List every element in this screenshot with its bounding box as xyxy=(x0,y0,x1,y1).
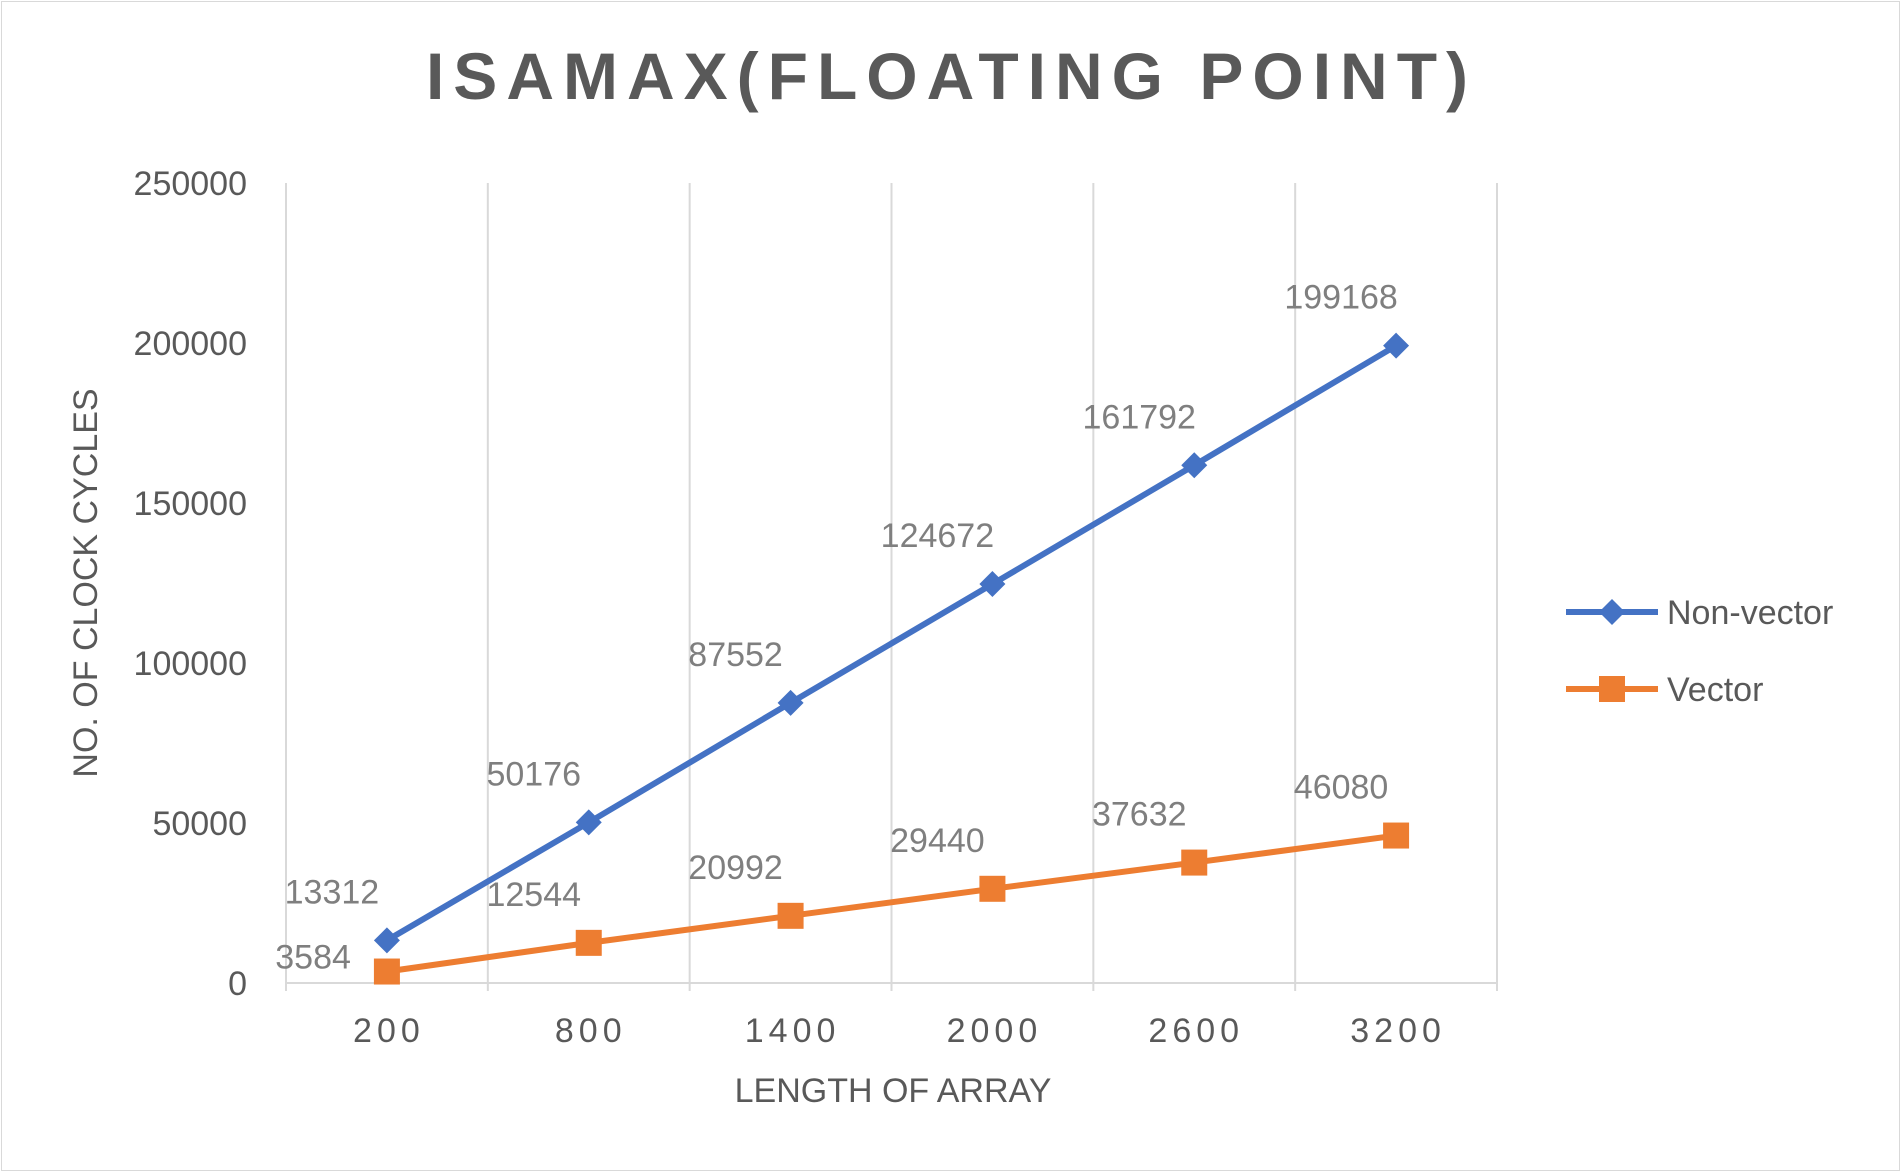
data-label: 12544 xyxy=(486,876,581,914)
data-point-square xyxy=(1383,822,1410,849)
data-label: 46080 xyxy=(1294,769,1389,807)
axes xyxy=(285,982,1498,991)
data-point-square xyxy=(575,929,602,956)
data-point-diamond xyxy=(575,809,602,836)
data-point-diamond xyxy=(777,689,804,716)
data-label: 87552 xyxy=(688,636,783,674)
x-tick-label: 800 xyxy=(555,1012,627,1050)
legend-marker-diamond xyxy=(1599,599,1625,625)
data-label: 3584 xyxy=(275,939,351,977)
data-label: 161792 xyxy=(1083,398,1196,436)
y-tick-labels: 0 50000 100000 150000 200000 250000 xyxy=(134,165,247,1003)
data-point-diamond xyxy=(979,571,1006,598)
x-tick-labels: 200 800 1400 2000 2600 3200 xyxy=(353,1012,1446,1050)
chart-title: ISAMAX(FLOATING POINT) xyxy=(425,39,1478,113)
legend-marker-square xyxy=(1599,676,1625,702)
x-axis-title: LENGTH OF ARRAY xyxy=(735,1072,1052,1110)
y-axis-title: NO. OF CLOCK CYCLES xyxy=(67,388,105,777)
series-group xyxy=(373,332,1410,985)
y-tick-label: 250000 xyxy=(134,165,247,203)
legend: Non-vector Vector xyxy=(1566,594,1833,709)
data-point-diamond xyxy=(373,927,400,954)
data-point-square xyxy=(979,875,1006,902)
data-label: 124672 xyxy=(881,517,994,555)
data-point-square xyxy=(777,902,804,929)
legend-label: Non-vector xyxy=(1667,594,1833,632)
x-tick-label: 3200 xyxy=(1350,1012,1446,1050)
data-label: 199168 xyxy=(1284,279,1397,317)
data-label: 29440 xyxy=(890,822,985,860)
legend-label: Vector xyxy=(1667,671,1763,709)
data-point-diamond xyxy=(1181,452,1208,479)
y-tick-label: 50000 xyxy=(152,805,247,843)
x-tick-label: 200 xyxy=(353,1012,425,1050)
data-label: 20992 xyxy=(688,849,783,887)
data-point-square xyxy=(373,958,400,985)
x-tick-label: 2600 xyxy=(1148,1012,1244,1050)
series-line-non-vector xyxy=(385,343,1398,943)
data-label: 50176 xyxy=(486,755,581,793)
y-tick-label: 0 xyxy=(228,965,247,1003)
x-tick-label: 1400 xyxy=(745,1012,841,1050)
data-label: 13312 xyxy=(285,873,380,911)
series-line-vector xyxy=(386,832,1397,975)
data-point-diamond xyxy=(1383,332,1410,359)
data-point-square xyxy=(1181,849,1208,876)
y-tick-label: 200000 xyxy=(134,325,247,363)
data-label: 37632 xyxy=(1092,796,1187,834)
x-tick-label: 2000 xyxy=(947,1012,1043,1050)
data-labels: 13312 50176 87552 124672 161792 199168 3584 125… xyxy=(275,279,1398,977)
y-tick-label: 150000 xyxy=(134,485,247,523)
y-tick-label: 100000 xyxy=(134,645,247,683)
